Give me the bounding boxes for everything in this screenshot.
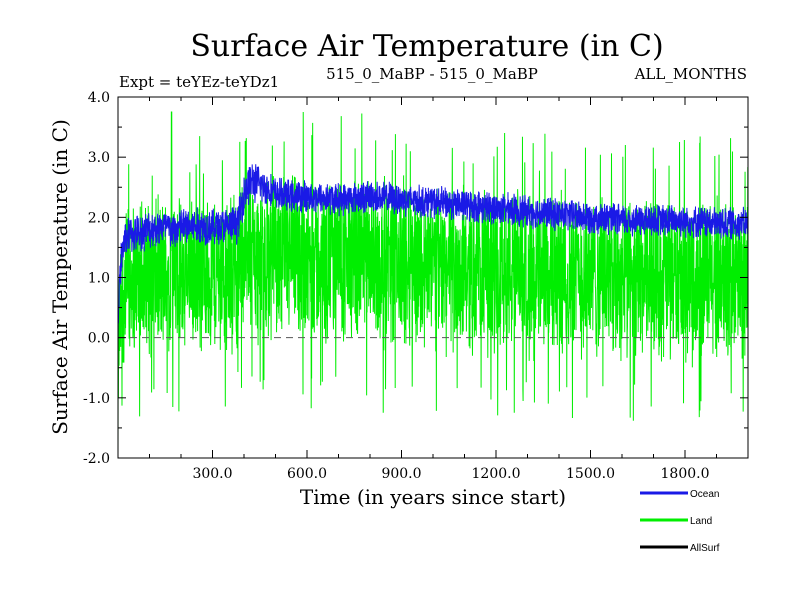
y-tick-label: 3.0: [88, 150, 110, 166]
y-tick-label: -1.0: [83, 391, 110, 407]
y-tick-label: 4.0: [88, 90, 110, 106]
legend-label-allsurf: AllSurf: [690, 543, 720, 554]
series-line-ocean: [118, 164, 748, 347]
series-line-land: [118, 111, 748, 455]
x-tick-label: 1200.0: [472, 466, 521, 482]
y-tick-label: -2.0: [83, 451, 110, 467]
x-tick-label: 600.0: [287, 466, 327, 482]
chart-subtitle-right: ALL_MONTHS: [634, 65, 747, 83]
y-tick-label: 0.0: [88, 331, 110, 347]
y-tick-label: 2.0: [88, 210, 110, 226]
legend-item-ocean: Ocean: [640, 489, 719, 500]
legend-item-allsurf: AllSurf: [640, 543, 720, 554]
legend-label-land: Land: [690, 516, 712, 527]
legend-label-ocean: Ocean: [690, 489, 719, 500]
chart-title: Surface Air Temperature (in C): [190, 29, 663, 64]
series-ocean: [118, 164, 748, 347]
y-axis-label: Surface Air Temperature (in C): [48, 119, 72, 435]
x-axis-label: Time (in years since start): [300, 485, 566, 509]
x-tick-label: 1500.0: [566, 466, 615, 482]
legend: Ocean Land AllSurf: [640, 489, 720, 554]
chart-subtitle-center: 515_0_MaBP - 515_0_MaBP: [326, 65, 538, 83]
y-tick-label: 1.0: [88, 271, 110, 287]
x-tick-label: 300.0: [192, 466, 232, 482]
chart-subtitle-left: Expt = teYEz-teYDz1: [119, 73, 279, 91]
legend-item-land: Land: [640, 516, 712, 527]
x-tick-label: 900.0: [381, 466, 421, 482]
series-land: [118, 111, 748, 455]
x-tick-label: 1800.0: [661, 466, 710, 482]
